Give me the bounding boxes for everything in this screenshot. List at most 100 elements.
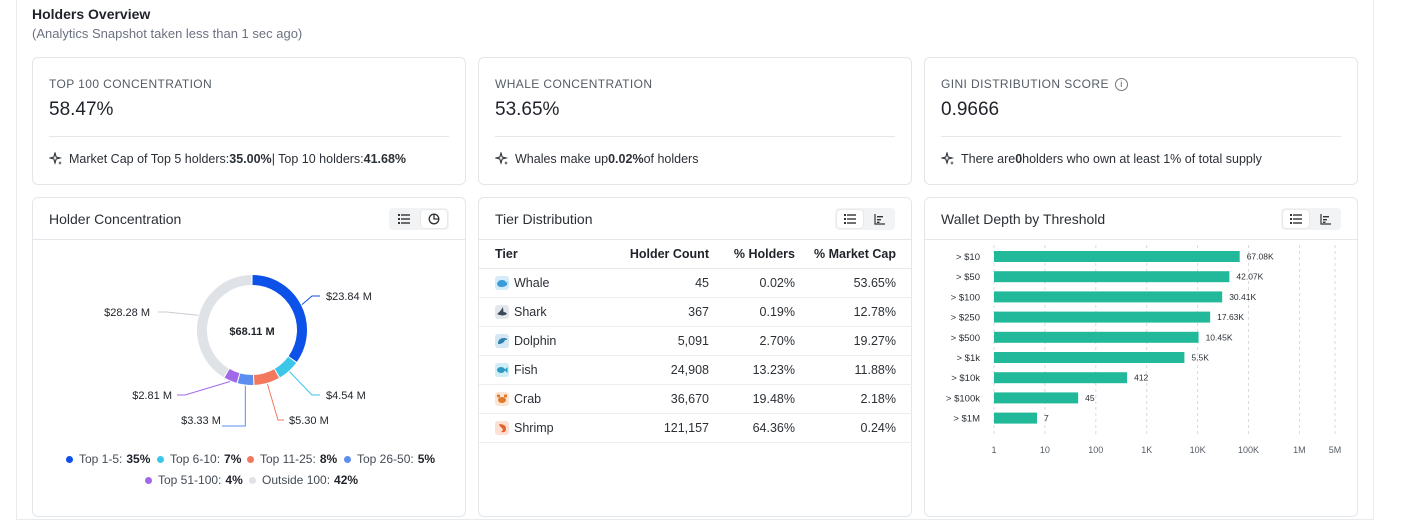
x-tick-label: 100 bbox=[1088, 445, 1103, 455]
slice-top-6-10[interactable] bbox=[274, 356, 297, 378]
divider bbox=[925, 239, 1357, 240]
dolphin-icon bbox=[495, 334, 509, 348]
divider bbox=[49, 136, 449, 137]
depth-bar[interactable] bbox=[994, 291, 1223, 303]
slice-value-label: $28.28 M bbox=[104, 307, 150, 319]
view-toggle bbox=[835, 208, 895, 230]
leader-line bbox=[266, 383, 284, 421]
slice-value-label: $23.84 M bbox=[326, 291, 372, 303]
legend-dot bbox=[344, 455, 351, 463]
stat-card-gini: GINI DISTRIBUTION SCORE i 0.9666 There ar… bbox=[924, 57, 1358, 185]
bar-value-label: 30.41K bbox=[1229, 292, 1256, 302]
stat-card-top100: TOP 100 CONCENTRATION 58.47% Market Cap … bbox=[32, 57, 466, 185]
depth-bar[interactable] bbox=[994, 271, 1230, 283]
pie-view-button[interactable] bbox=[421, 210, 447, 228]
stat-foot-value: 0.02% bbox=[608, 152, 644, 166]
stat-value: 53.65% bbox=[495, 99, 560, 120]
column-header[interactable]: % Market Cap bbox=[795, 240, 912, 269]
page-subtitle: (Analytics Snapshot taken less than 1 se… bbox=[32, 26, 303, 41]
bar-value-label: 10.45K bbox=[1206, 332, 1233, 342]
holder-count: 24,908 bbox=[615, 355, 709, 385]
stat-foot-text: Market Cap of Top 5 holders: bbox=[69, 152, 230, 166]
market-cap-percent: 53.65% bbox=[795, 268, 912, 298]
legend-top-11-25: Top 11-25: 8% bbox=[247, 452, 337, 466]
market-cap-percent: 12.78% bbox=[795, 297, 912, 327]
legend-label: Top 1-5: bbox=[79, 452, 123, 466]
stat-foot-value: 41.68% bbox=[363, 152, 407, 166]
depth-bar[interactable] bbox=[994, 412, 1038, 424]
stat-value: 0.9666 bbox=[941, 99, 1000, 120]
slice-top-11-25[interactable] bbox=[253, 369, 279, 385]
slice-value-label: $3.33 M bbox=[181, 415, 221, 427]
divider bbox=[941, 136, 1341, 137]
info-icon[interactable]: i bbox=[1114, 78, 1128, 91]
tier-name: Dolphin bbox=[514, 334, 557, 348]
legend-dot bbox=[249, 476, 256, 484]
list-view-button[interactable] bbox=[1283, 210, 1309, 228]
holder-concentration-card: Holder Concentration bbox=[32, 197, 466, 517]
fish-icon bbox=[495, 363, 509, 377]
legend-top-1-5: Top 1-5: 35% bbox=[66, 452, 150, 466]
market-cap-percent: 11.88% bbox=[795, 355, 912, 385]
stat-footnote: Whales make up 0.02% of holders bbox=[495, 152, 698, 166]
holder-percent: 0.19% bbox=[709, 297, 795, 327]
y-tick-label: > $250 bbox=[951, 313, 980, 324]
depth-bar[interactable] bbox=[994, 311, 1211, 323]
tier-table: Tier Holder Count % Holders % Market Cap… bbox=[479, 240, 912, 443]
bar-view-button[interactable] bbox=[867, 210, 893, 228]
stat-foot-text: | Top 10 holders: bbox=[271, 152, 364, 166]
stat-footnote: Market Cap of Top 5 holders: 35.00% | To… bbox=[49, 152, 406, 166]
depth-bar[interactable] bbox=[994, 392, 1079, 404]
list-view-button[interactable] bbox=[837, 210, 863, 228]
slice-outside-100[interactable] bbox=[197, 275, 252, 378]
depth-bar[interactable] bbox=[994, 372, 1128, 384]
column-header[interactable]: Tier bbox=[479, 240, 615, 269]
stat-label: WHALE CONCENTRATION bbox=[495, 77, 653, 91]
sparkle-icon bbox=[495, 152, 509, 165]
bar-chart-icon bbox=[874, 214, 885, 225]
stat-foot-value: 35.00% bbox=[229, 152, 272, 166]
depth-bar[interactable] bbox=[994, 352, 1185, 363]
table-row: Dolphin 5,091 2.70% 19.27% bbox=[479, 326, 912, 356]
legend-dot bbox=[247, 455, 254, 463]
stat-footnote: There are 0 holders who own at least 1% … bbox=[941, 152, 1262, 166]
slice-top-51-100[interactable] bbox=[224, 368, 240, 383]
shrimp-icon bbox=[495, 421, 509, 435]
shark-icon bbox=[495, 305, 509, 319]
card-title: Tier Distribution bbox=[495, 211, 593, 227]
card-title: Holder Concentration bbox=[49, 211, 182, 227]
table-row: Shark 367 0.19% 12.78% bbox=[479, 297, 912, 327]
list-view-button[interactable] bbox=[391, 210, 417, 228]
tier-name: Crab bbox=[514, 392, 542, 406]
column-header[interactable]: Holder Count bbox=[615, 240, 709, 269]
stat-foot-text: of holders bbox=[643, 152, 699, 166]
depth-bar[interactable] bbox=[994, 331, 1199, 343]
legend-value: 8% bbox=[319, 452, 338, 466]
legend-label: Top 51-100: bbox=[158, 473, 222, 487]
market-cap-percent: 19.27% bbox=[795, 326, 912, 356]
slice-top-26-50[interactable] bbox=[237, 373, 254, 385]
stat-label: GINI DISTRIBUTION SCORE i bbox=[941, 77, 1128, 91]
leader-line bbox=[301, 295, 320, 305]
depth-bar[interactable] bbox=[994, 251, 1240, 262]
tier-name: Whale bbox=[514, 276, 550, 290]
stat-foot-value: 0 bbox=[1015, 152, 1023, 166]
y-tick-label: > $50 bbox=[956, 272, 980, 283]
bar-value-label: 412 bbox=[1134, 373, 1148, 383]
legend-top-51-100: Top 51-100: 4% bbox=[145, 473, 243, 487]
view-toggle bbox=[1281, 208, 1341, 230]
list-icon bbox=[1290, 214, 1302, 224]
legend-outside-100: Outside 100: 42% bbox=[249, 473, 358, 487]
slice-top-1-5[interactable] bbox=[252, 275, 307, 362]
holder-percent: 0.02% bbox=[709, 268, 795, 298]
market-cap-percent: 0.24% bbox=[795, 413, 912, 443]
bar-view-button[interactable] bbox=[1313, 210, 1339, 228]
leader-line bbox=[222, 385, 246, 427]
divider bbox=[495, 136, 895, 137]
stat-label-text: GINI DISTRIBUTION SCORE bbox=[941, 77, 1109, 91]
x-tick-label: 10K bbox=[1190, 445, 1206, 455]
holder-count: 367 bbox=[615, 297, 709, 327]
x-tick-label: 10 bbox=[1040, 445, 1050, 455]
column-header[interactable]: % Holders bbox=[709, 240, 795, 269]
stat-foot-text: There are bbox=[961, 152, 1016, 166]
